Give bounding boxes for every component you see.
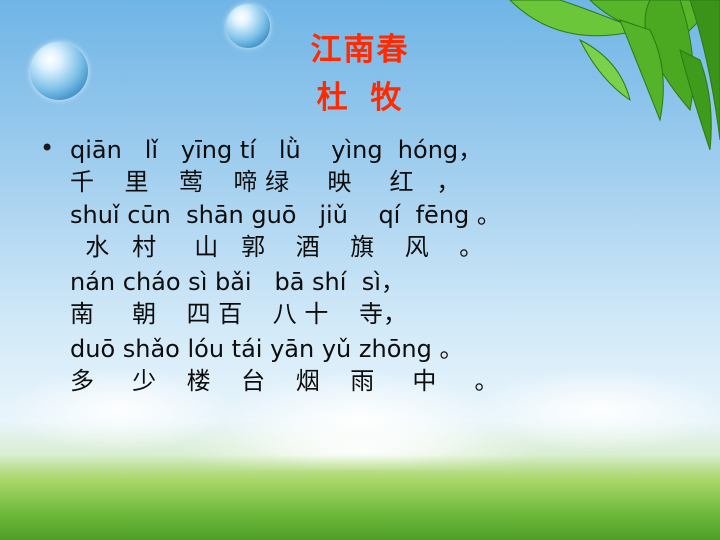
author-given-name: 牧 [370,80,404,116]
leaves-icon [509,0,720,150]
bubble-icon [226,4,270,48]
poem-author: 杜 牧 [0,72,720,117]
poem-line-hanzi-2: 水 村 山 郭 酒 旗 风 。 [70,233,484,261]
bubble-icon [30,42,88,100]
poem-line-pinyin-2: shuǐ cūn shān guō jiǔ qí fēng 。 [70,201,501,229]
poem-line-hanzi-4: 多 少 楼 台 烟 雨 中 。 [70,367,499,395]
poem-title: 江南春 [310,32,410,68]
poem-line-pinyin-1: qiān lǐ yīng tí lǜ yìng hóng， [70,136,483,164]
poem-line-hanzi-3: 南 朝 四 百 八 十 寺， [70,300,407,328]
cloud-background [0,300,720,470]
bullet-icon: • [40,134,55,162]
grass-background [0,455,720,540]
poem-line-hanzi-1: 千 里 莺 啼 绿 映 红 ， [70,168,461,196]
poem-line-pinyin-4: duō shǎo lóu tái yān yǔ zhōng 。 [70,335,464,363]
poem-line-pinyin-3: nán cháo sì bǎi bā shí sì， [70,268,405,296]
author-surname: 杜 [316,80,350,116]
